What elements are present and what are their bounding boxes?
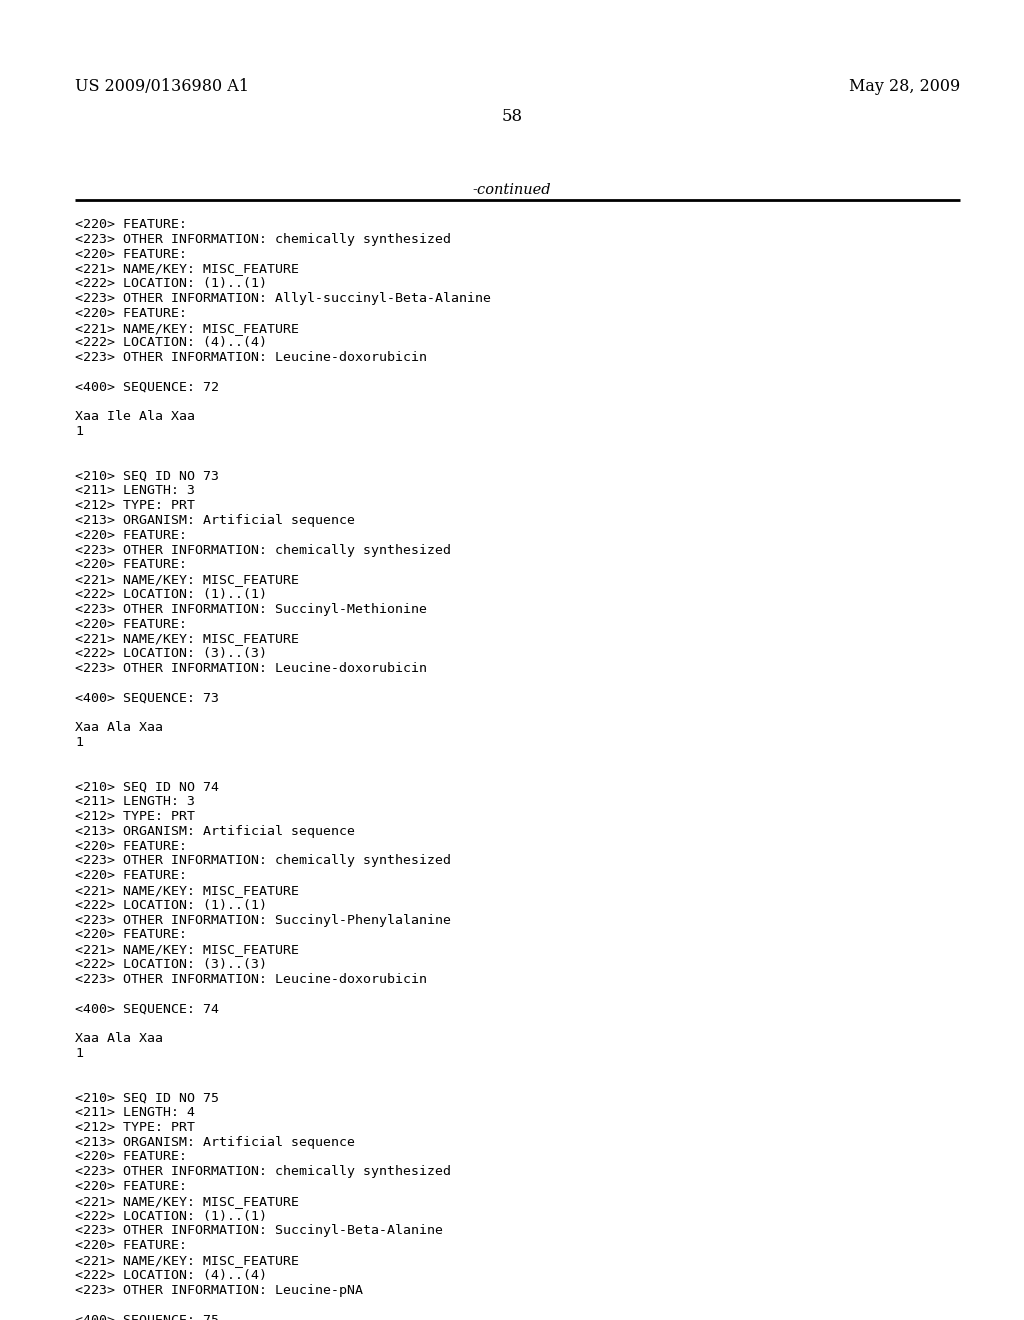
Text: Xaa Ile Ala Xaa: Xaa Ile Ala Xaa <box>75 411 195 424</box>
Text: <211> LENGTH: 3: <211> LENGTH: 3 <box>75 795 195 808</box>
Text: <213> ORGANISM: Artificial sequence: <213> ORGANISM: Artificial sequence <box>75 1135 355 1148</box>
Text: <220> FEATURE:: <220> FEATURE: <box>75 928 187 941</box>
Text: 1: 1 <box>75 425 83 438</box>
Text: <222> LOCATION: (4)..(4): <222> LOCATION: (4)..(4) <box>75 1269 267 1282</box>
Text: <220> FEATURE:: <220> FEATURE: <box>75 1151 187 1163</box>
Text: <223> OTHER INFORMATION: chemically synthesized: <223> OTHER INFORMATION: chemically synt… <box>75 1166 451 1179</box>
Text: 58: 58 <box>502 108 522 125</box>
Text: <223> OTHER INFORMATION: Leucine-doxorubicin: <223> OTHER INFORMATION: Leucine-doxorub… <box>75 351 427 364</box>
Text: <221> NAME/KEY: MISC_FEATURE: <221> NAME/KEY: MISC_FEATURE <box>75 944 299 956</box>
Text: <220> FEATURE:: <220> FEATURE: <box>75 558 187 572</box>
Text: May 28, 2009: May 28, 2009 <box>849 78 961 95</box>
Text: <222> LOCATION: (1)..(1): <222> LOCATION: (1)..(1) <box>75 587 267 601</box>
Text: 1: 1 <box>75 1047 83 1060</box>
Text: Xaa Ala Xaa: Xaa Ala Xaa <box>75 721 163 734</box>
Text: <221> NAME/KEY: MISC_FEATURE: <221> NAME/KEY: MISC_FEATURE <box>75 263 299 276</box>
Text: 1: 1 <box>75 737 83 748</box>
Text: <213> ORGANISM: Artificial sequence: <213> ORGANISM: Artificial sequence <box>75 513 355 527</box>
Text: <400> SEQUENCE: 73: <400> SEQUENCE: 73 <box>75 692 219 705</box>
Text: <211> LENGTH: 4: <211> LENGTH: 4 <box>75 1106 195 1119</box>
Text: <210> SEQ ID NO 73: <210> SEQ ID NO 73 <box>75 470 219 483</box>
Text: <220> FEATURE:: <220> FEATURE: <box>75 840 187 853</box>
Text: <223> OTHER INFORMATION: Leucine-doxorubicin: <223> OTHER INFORMATION: Leucine-doxorub… <box>75 973 427 986</box>
Text: <223> OTHER INFORMATION: chemically synthesized: <223> OTHER INFORMATION: chemically synt… <box>75 854 451 867</box>
Text: <221> NAME/KEY: MISC_FEATURE: <221> NAME/KEY: MISC_FEATURE <box>75 632 299 645</box>
Text: <222> LOCATION: (4)..(4): <222> LOCATION: (4)..(4) <box>75 337 267 350</box>
Text: <400> SEQUENCE: 75: <400> SEQUENCE: 75 <box>75 1313 219 1320</box>
Text: <212> TYPE: PRT: <212> TYPE: PRT <box>75 810 195 822</box>
Text: <221> NAME/KEY: MISC_FEATURE: <221> NAME/KEY: MISC_FEATURE <box>75 573 299 586</box>
Text: <220> FEATURE:: <220> FEATURE: <box>75 1180 187 1193</box>
Text: <220> FEATURE:: <220> FEATURE: <box>75 869 187 882</box>
Text: <221> NAME/KEY: MISC_FEATURE: <221> NAME/KEY: MISC_FEATURE <box>75 884 299 898</box>
Text: <223> OTHER INFORMATION: Leucine-doxorubicin: <223> OTHER INFORMATION: Leucine-doxorub… <box>75 663 427 675</box>
Text: <223> OTHER INFORMATION: Succinyl-Methionine: <223> OTHER INFORMATION: Succinyl-Methio… <box>75 603 427 616</box>
Text: <210> SEQ ID NO 75: <210> SEQ ID NO 75 <box>75 1092 219 1105</box>
Text: <223> OTHER INFORMATION: Succinyl-Phenylalanine: <223> OTHER INFORMATION: Succinyl-Phenyl… <box>75 913 451 927</box>
Text: <223> OTHER INFORMATION: Succinyl-Beta-Alanine: <223> OTHER INFORMATION: Succinyl-Beta-A… <box>75 1225 443 1237</box>
Text: <220> FEATURE:: <220> FEATURE: <box>75 618 187 631</box>
Text: <222> LOCATION: (3)..(3): <222> LOCATION: (3)..(3) <box>75 958 267 972</box>
Text: <212> TYPE: PRT: <212> TYPE: PRT <box>75 499 195 512</box>
Text: <222> LOCATION: (1)..(1): <222> LOCATION: (1)..(1) <box>75 1209 267 1222</box>
Text: <221> NAME/KEY: MISC_FEATURE: <221> NAME/KEY: MISC_FEATURE <box>75 1195 299 1208</box>
Text: <220> FEATURE:: <220> FEATURE: <box>75 248 187 260</box>
Text: <221> NAME/KEY: MISC_FEATURE: <221> NAME/KEY: MISC_FEATURE <box>75 322 299 334</box>
Text: <400> SEQUENCE: 74: <400> SEQUENCE: 74 <box>75 1002 219 1015</box>
Text: <212> TYPE: PRT: <212> TYPE: PRT <box>75 1121 195 1134</box>
Text: <221> NAME/KEY: MISC_FEATURE: <221> NAME/KEY: MISC_FEATURE <box>75 1254 299 1267</box>
Text: <220> FEATURE:: <220> FEATURE: <box>75 1239 187 1253</box>
Text: <223> OTHER INFORMATION: Leucine-pNA: <223> OTHER INFORMATION: Leucine-pNA <box>75 1283 362 1296</box>
Text: <223> OTHER INFORMATION: chemically synthesized: <223> OTHER INFORMATION: chemically synt… <box>75 544 451 557</box>
Text: <211> LENGTH: 3: <211> LENGTH: 3 <box>75 484 195 498</box>
Text: <210> SEQ ID NO 74: <210> SEQ ID NO 74 <box>75 780 219 793</box>
Text: <222> LOCATION: (1)..(1): <222> LOCATION: (1)..(1) <box>75 899 267 912</box>
Text: <220> FEATURE:: <220> FEATURE: <box>75 218 187 231</box>
Text: <400> SEQUENCE: 72: <400> SEQUENCE: 72 <box>75 380 219 393</box>
Text: <222> LOCATION: (3)..(3): <222> LOCATION: (3)..(3) <box>75 647 267 660</box>
Text: -continued: -continued <box>473 183 551 197</box>
Text: <213> ORGANISM: Artificial sequence: <213> ORGANISM: Artificial sequence <box>75 825 355 838</box>
Text: <220> FEATURE:: <220> FEATURE: <box>75 529 187 541</box>
Text: <223> OTHER INFORMATION: chemically synthesized: <223> OTHER INFORMATION: chemically synt… <box>75 232 451 246</box>
Text: <222> LOCATION: (1)..(1): <222> LOCATION: (1)..(1) <box>75 277 267 290</box>
Text: <223> OTHER INFORMATION: Allyl-succinyl-Beta-Alanine: <223> OTHER INFORMATION: Allyl-succinyl-… <box>75 292 490 305</box>
Text: US 2009/0136980 A1: US 2009/0136980 A1 <box>75 78 249 95</box>
Text: Xaa Ala Xaa: Xaa Ala Xaa <box>75 1032 163 1045</box>
Text: <220> FEATURE:: <220> FEATURE: <box>75 306 187 319</box>
